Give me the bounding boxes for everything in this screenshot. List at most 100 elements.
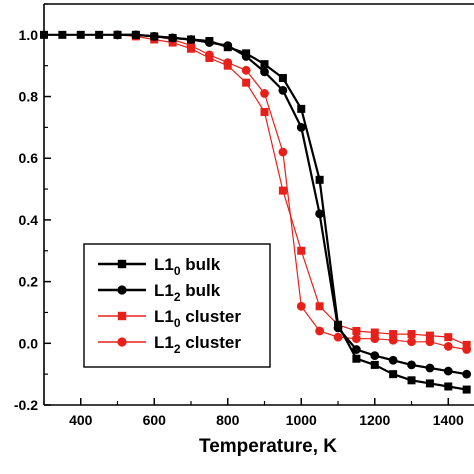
data-point — [351, 345, 361, 354]
y-tick-label: 0.6 — [19, 150, 39, 166]
data-point — [242, 78, 251, 87]
data-point — [370, 328, 379, 337]
data-point — [296, 301, 306, 311]
legend-label-main: L1 — [154, 333, 174, 352]
data-point — [278, 74, 287, 83]
y-axis-ticks: -0.2 0.0 0.2 0.4 0.6 0.8 1.0 — [14, 3, 51, 413]
x-axis-ticks: 400 600 800 1000 1200 1400 — [43, 398, 464, 428]
y-tick-label: 0.0 — [19, 335, 39, 351]
data-point — [352, 326, 361, 335]
data-point — [443, 341, 453, 351]
legend-label-rest: bulk — [181, 255, 221, 274]
data-point — [370, 334, 380, 344]
data-point — [76, 30, 85, 39]
data-point — [315, 302, 324, 311]
data-point — [388, 355, 398, 365]
data-point — [407, 360, 416, 370]
y-tick-label: 0.8 — [19, 89, 39, 105]
legend-label-subscript: 0 — [174, 316, 181, 330]
series-layer — [40, 30, 472, 394]
data-point — [351, 334, 361, 344]
legend-entry: L12 cluster — [98, 333, 241, 356]
legend-marker — [117, 337, 127, 347]
data-point — [407, 376, 416, 385]
data-point — [425, 363, 435, 373]
legend-entry: L12 bulk — [98, 281, 221, 304]
data-point — [278, 186, 287, 195]
x-tick-label: 1000 — [286, 412, 317, 428]
data-point — [40, 30, 48, 39]
legend-label-subscript: 0 — [174, 264, 181, 278]
legend-label: L12 cluster — [154, 333, 241, 356]
data-point — [370, 351, 380, 361]
data-point — [462, 369, 472, 379]
data-point — [333, 323, 343, 333]
data-point — [241, 52, 251, 61]
data-point — [407, 330, 416, 339]
data-point — [425, 331, 434, 340]
data-point — [297, 104, 306, 113]
data-point — [297, 246, 306, 255]
plot-area: -0.2 0.0 0.2 0.4 0.6 0.8 1.0 400 600 800 1000 1200… — [14, 3, 474, 428]
data-point — [278, 85, 288, 95]
data-point — [443, 366, 453, 376]
x-tick-label: 600 — [143, 412, 167, 428]
x-tick-label: 400 — [69, 412, 93, 428]
legend-marker — [117, 259, 127, 269]
x-tick-label: 1200 — [359, 412, 390, 428]
legend-marker — [117, 285, 127, 295]
data-point — [462, 345, 472, 354]
data-point — [444, 333, 453, 342]
data-point — [352, 354, 361, 363]
y-tick-label: 0.4 — [19, 212, 39, 228]
legend-label: L10 cluster — [154, 307, 241, 330]
legend-label: L10 bulk — [154, 255, 221, 278]
data-point — [260, 89, 269, 98]
data-point — [315, 209, 325, 219]
legend-label-subscript: 2 — [174, 342, 181, 356]
legend-label-rest: cluster — [181, 333, 242, 352]
data-point — [388, 335, 398, 345]
legend-label-main: L1 — [154, 281, 174, 300]
series-1 — [113, 30, 472, 379]
data-point — [186, 35, 196, 44]
data-point — [168, 33, 178, 43]
data-point — [333, 332, 343, 342]
data-point — [278, 147, 288, 157]
x-tick-label: 800 — [216, 412, 240, 428]
data-point — [389, 330, 398, 339]
data-point — [389, 370, 398, 379]
data-point — [462, 340, 471, 349]
data-point — [113, 30, 122, 40]
y-tick-label: 1.0 — [19, 27, 39, 43]
legend-label-main: L1 — [154, 307, 174, 326]
legend-entry: L10 bulk — [98, 255, 221, 278]
data-point — [296, 122, 306, 132]
legend-label: L12 bulk — [154, 281, 221, 304]
legend-label-subscript: 2 — [174, 290, 181, 304]
legend-entry: L10 cluster — [98, 307, 241, 330]
data-point — [370, 360, 379, 369]
data-point — [204, 38, 214, 47]
data-point — [131, 30, 141, 40]
data-point — [444, 382, 453, 391]
data-point — [462, 385, 471, 394]
data-point — [315, 326, 325, 336]
data-point — [58, 30, 67, 39]
data-point — [223, 41, 233, 51]
data-point — [425, 379, 434, 388]
data-point — [95, 30, 104, 39]
data-point — [425, 337, 435, 347]
x-tick-label: 1400 — [433, 412, 464, 428]
data-point — [223, 58, 233, 68]
data-point — [260, 60, 269, 69]
legend-label-rest: cluster — [181, 307, 242, 326]
data-point — [204, 50, 214, 60]
y-tick-label: -0.2 — [14, 397, 38, 413]
data-point — [149, 31, 159, 41]
data-point — [241, 65, 251, 75]
y-tick-label: 0.2 — [19, 274, 39, 290]
legend-marker — [117, 311, 127, 321]
